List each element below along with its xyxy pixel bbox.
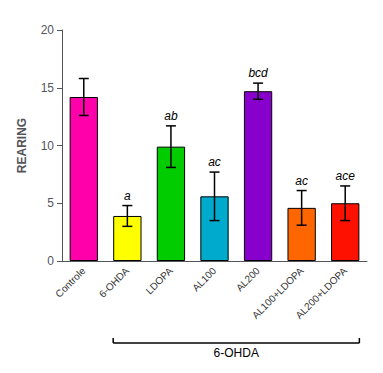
svg-text:6-OHDA: 6-OHDA	[97, 265, 132, 300]
svg-text:AL100+LDOPA: AL100+LDOPA	[249, 265, 306, 321]
svg-text:ace: ace	[336, 169, 356, 183]
svg-text:REARING: REARING	[15, 118, 29, 173]
svg-text:AL200: AL200	[234, 265, 263, 294]
svg-text:5: 5	[47, 196, 54, 210]
svg-text:LDOPA: LDOPA	[144, 265, 175, 296]
svg-text:ab: ab	[164, 109, 178, 123]
svg-text:20: 20	[41, 23, 55, 37]
svg-text:10: 10	[41, 139, 55, 153]
svg-text:ac: ac	[208, 155, 221, 169]
svg-text:ac: ac	[295, 174, 308, 188]
svg-text:AL200+LDOPA: AL200+LDOPA	[293, 265, 349, 321]
svg-text:0: 0	[47, 254, 54, 268]
svg-text:AL100: AL100	[190, 265, 219, 294]
svg-text:15: 15	[41, 81, 55, 95]
svg-text:bcd: bcd	[248, 66, 268, 80]
svg-text:Controle: Controle	[53, 265, 88, 300]
svg-text:6-OHDA: 6-OHDA	[214, 346, 259, 360]
svg-text:a: a	[124, 189, 131, 203]
